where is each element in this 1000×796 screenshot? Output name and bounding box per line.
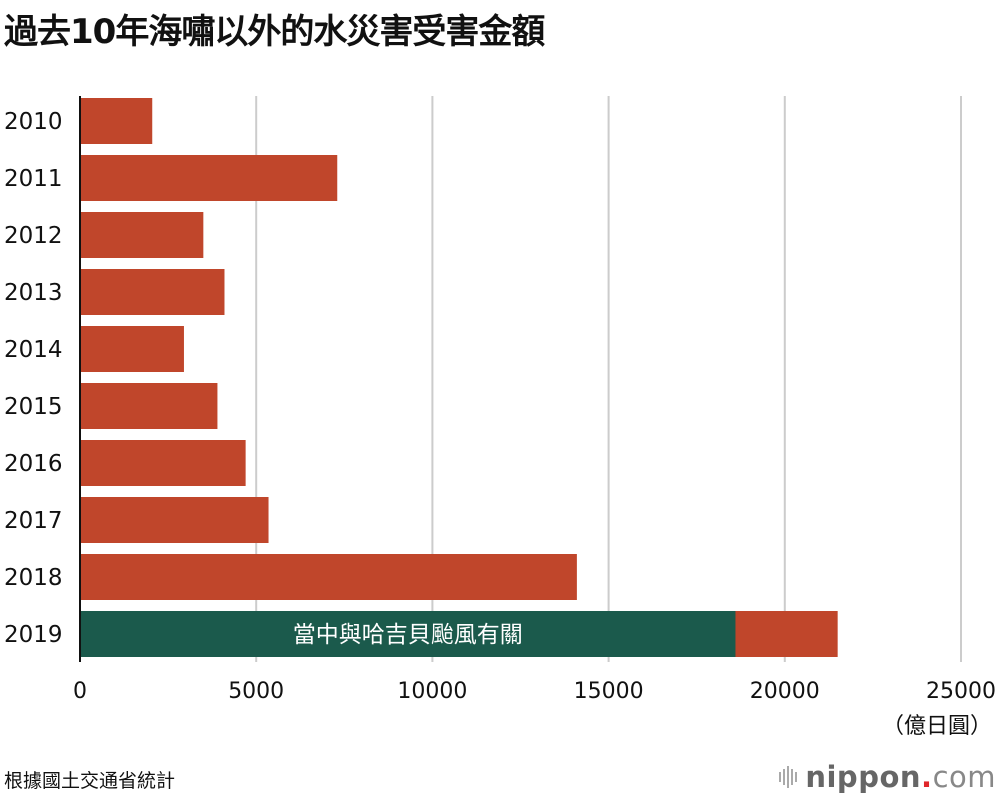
x-tick-label: 5000 <box>228 679 284 704</box>
x-tick-label: 0 <box>73 679 87 704</box>
y-tick-label: 2016 <box>4 451 63 477</box>
bar-2011 <box>80 155 338 201</box>
nippon-logo: nippon.com <box>779 760 996 794</box>
logo-dot: . <box>921 760 933 794</box>
x-tick-label: 15000 <box>574 679 644 704</box>
source-note: 根據國土交通省統計 <box>4 770 176 792</box>
logo-text: nippon <box>805 760 922 794</box>
y-tick-label: 2019 <box>4 622 63 648</box>
bar-2012 <box>80 212 204 258</box>
bar-2015 <box>80 383 218 429</box>
highlight-label: 當中與哈吉貝颱風有關 <box>293 622 523 648</box>
bar-2013 <box>80 269 225 315</box>
y-tick-label: 2018 <box>4 565 63 591</box>
y-tick-label: 2014 <box>4 337 63 363</box>
logo-suffix: com <box>932 760 996 794</box>
bar-2017 <box>80 497 269 543</box>
unit-label: （億日圓） <box>881 714 992 739</box>
y-tick-label: 2011 <box>4 166 63 192</box>
x-tick-label: 25000 <box>926 679 996 704</box>
y-tick-label: 2013 <box>4 280 63 306</box>
bar-2018 <box>80 554 577 600</box>
y-tick-label: 2017 <box>4 508 63 534</box>
y-tick-label: 2010 <box>4 109 63 135</box>
x-tick-label: 20000 <box>750 679 820 704</box>
highlight-bar-2019 <box>80 611 736 657</box>
chart-title: 過去10年海嘯以外的水災害受害金額 <box>4 12 545 52</box>
x-tick-label: 10000 <box>397 679 467 704</box>
bar-2016 <box>80 440 246 486</box>
bar-2014 <box>80 326 184 372</box>
y-tick-label: 2012 <box>4 223 63 249</box>
y-tick-label: 2015 <box>4 394 63 420</box>
logo-bars-icon <box>779 766 798 788</box>
bar-2010 <box>80 98 153 144</box>
